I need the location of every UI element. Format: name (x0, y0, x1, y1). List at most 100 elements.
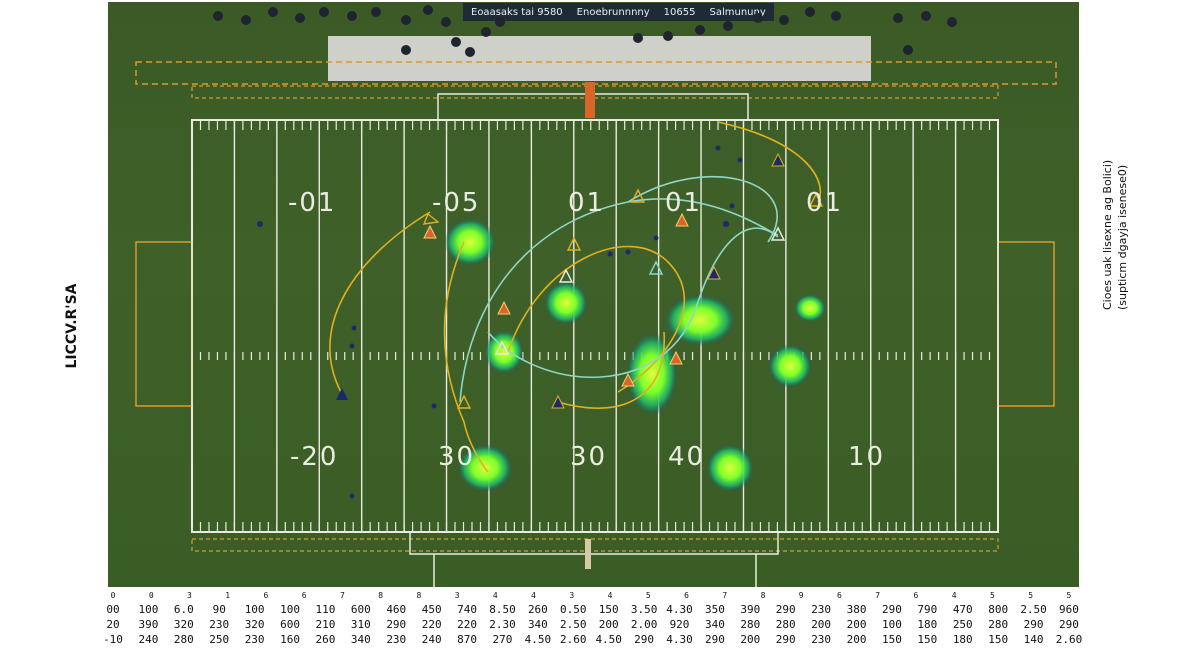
table-cell: 800 (988, 603, 1009, 616)
player-marker (771, 152, 785, 167)
table-cell: 290 (775, 633, 796, 646)
table-cell: 290 (634, 633, 655, 646)
table-cell: 270 (492, 633, 513, 646)
table-cell: 4.50 (595, 633, 622, 646)
scoreboard-item: Eoaasaks tai 9580 (471, 6, 563, 18)
y-axis-label: LICCV.R'SA (64, 283, 80, 369)
table-cell: 2.00 (630, 618, 658, 631)
caption-line: (supticm dgayja isenese0) (1116, 164, 1129, 310)
yard-number: 10 (848, 442, 886, 472)
field-overlay (135, 5, 1057, 587)
table-cell: 280 (173, 633, 194, 646)
table-cell: 6.0 (173, 603, 194, 616)
table-cell: 110 (315, 603, 336, 616)
yard-number: -20 (290, 442, 339, 472)
caption: Cioes uak lisexne ag Bolici) (supticm dg… (1100, 160, 1130, 310)
player-marker (808, 192, 824, 207)
table-cell: 230 (209, 618, 230, 631)
player-marker (423, 224, 437, 239)
yard-lines (191, 120, 999, 532)
table-cell: 6 (684, 591, 689, 600)
route-path (459, 198, 779, 403)
crowd (213, 5, 957, 57)
table-cell: 390 (740, 603, 761, 616)
yard-number: 01 (568, 188, 606, 218)
player-marker (551, 394, 565, 409)
table-cell: 3.50 (630, 603, 658, 616)
scoreboard-item: 10655 (663, 6, 696, 18)
table-cell: 0 (148, 591, 154, 600)
table-cell: 6 (837, 591, 842, 600)
route-path (487, 227, 779, 378)
table-cell: 230 (811, 603, 832, 616)
table-cell: 350 (704, 603, 725, 616)
table-cell: 290 (882, 603, 902, 616)
player-dot (431, 403, 437, 409)
table-cell: 9 (798, 591, 804, 600)
table-cell: 470 (952, 603, 973, 616)
player-marker (675, 212, 689, 227)
player-marker (336, 388, 348, 400)
table-cell: 230 (811, 633, 832, 646)
football-field: Eoaasaks tai 9580 Enoebrunnnny 10655 Sal… (108, 2, 1079, 587)
heat-spot (484, 330, 524, 374)
player-marker (497, 300, 511, 315)
table-cell: 1 (225, 591, 231, 600)
yard-number: 01 (806, 188, 844, 218)
scoreboard-item: Enoebrunnnny (576, 6, 650, 18)
table-cell: 210 (315, 618, 336, 631)
player-marker (648, 260, 664, 275)
endzone-left (135, 241, 193, 407)
player-marker (566, 236, 582, 251)
table-cell: 4.30 (666, 603, 693, 616)
table-cell: 100 (138, 603, 159, 616)
table-cell: 5 (645, 591, 651, 600)
table-cell: 8.50 (489, 603, 516, 616)
table-cell: 390 (138, 618, 159, 631)
table-cell: 6 (913, 591, 919, 600)
table-cell: 320 (173, 618, 194, 631)
yard-number: -05 (432, 188, 481, 218)
table-cell: 5 (1066, 591, 1072, 600)
table-cell: 8 (378, 591, 384, 600)
goal-post-top (585, 82, 595, 118)
yard-number: 30 (438, 442, 476, 472)
table-cell: 310 (350, 618, 371, 631)
table-row: -10 240 280 250 230 160 260 340 230 240 870 270 4.50… (96, 632, 1086, 647)
table-cell: 20 (106, 618, 120, 631)
table-cell: 340 (704, 618, 725, 631)
table-cell: 150 (598, 603, 619, 616)
table-cell: 2.60 (1055, 633, 1083, 646)
table-cell: 4 (607, 591, 613, 600)
table-cell: 220 (421, 618, 442, 631)
table-cell: 4.50 (524, 633, 552, 646)
yard-number: 30 (570, 442, 608, 472)
table-cell: 4.30 (666, 633, 693, 646)
bottom-box (409, 531, 779, 555)
table-cell: 340 (350, 633, 371, 646)
table-cell: 2.60 (560, 633, 587, 646)
table-cell: 290 (704, 633, 725, 646)
player-dot (607, 251, 613, 257)
table-cell: 2.50 (1020, 603, 1047, 616)
caption-line: Cioes uak lisexne ag Bolici) (1101, 159, 1114, 310)
table-cell: 5 (989, 591, 995, 600)
heat-spot (794, 294, 826, 322)
table-cell: 460 (386, 603, 407, 616)
table-cell: 960 (1059, 603, 1079, 616)
table-cell: 380 (846, 603, 867, 616)
table-cell: 280 (988, 618, 1009, 631)
heat-spot (664, 294, 736, 346)
player-marker (621, 372, 635, 387)
player-dot (653, 235, 659, 241)
player-marker (494, 340, 510, 355)
table-cell: 180 (952, 633, 973, 646)
table-cell: 240 (421, 633, 442, 646)
heat-spot (768, 344, 812, 388)
table-cell: 4 (492, 591, 498, 600)
table-row: 00 100 6.0 90 100 100 110 600 460 450 740 8.50 260 0.… (96, 602, 1086, 617)
table-cell: 6 (301, 591, 307, 600)
table-cell: 3 (454, 591, 460, 600)
table-cell: 290 (1059, 618, 1079, 631)
route-path (329, 211, 431, 395)
